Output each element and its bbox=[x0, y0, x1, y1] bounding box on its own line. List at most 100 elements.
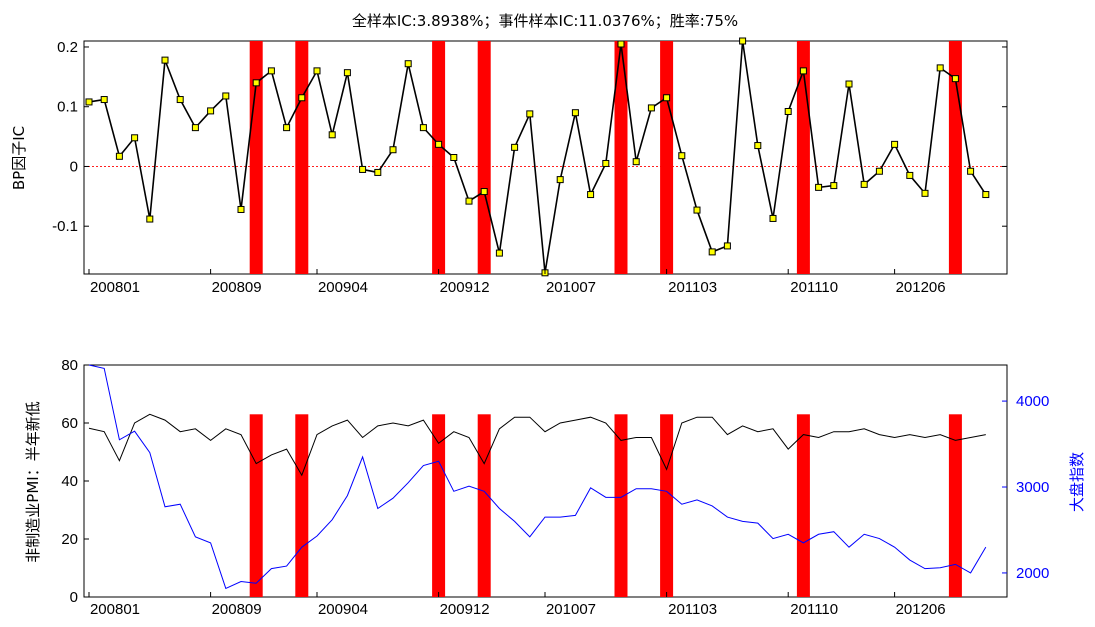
event-bar bbox=[249, 41, 263, 274]
ic-point bbox=[495, 249, 503, 257]
x-tick-label: 200809 bbox=[212, 279, 262, 296]
y-tick-label: -0.1 bbox=[52, 218, 78, 235]
ic-point bbox=[678, 152, 686, 160]
ic-point bbox=[754, 142, 762, 150]
event-bar bbox=[477, 41, 491, 274]
ic-point bbox=[252, 79, 260, 87]
ic-point bbox=[359, 165, 367, 173]
ic-point bbox=[526, 110, 534, 118]
x-tick-label: 201206 bbox=[896, 601, 946, 618]
ic-point bbox=[967, 167, 975, 175]
ic-point bbox=[815, 183, 823, 191]
ic-point bbox=[511, 143, 519, 151]
bottom-left-axis-label: 非制造业PMI：半年新低 bbox=[24, 401, 42, 562]
top-panel: 全样本IC:3.8938%；事件样本IC:11.0376%；胜率:75% 0.2… bbox=[10, 12, 1008, 296]
x-tick-label: 201110 bbox=[790, 601, 838, 618]
x-tick-label: 200912 bbox=[440, 279, 490, 296]
bottom-event-bars bbox=[249, 414, 962, 597]
ic-point bbox=[982, 191, 990, 199]
ic-point bbox=[465, 197, 473, 205]
y-tick-label: 40 bbox=[61, 473, 78, 490]
event-bar bbox=[295, 414, 309, 597]
event-bar bbox=[432, 41, 446, 274]
x-tick-label: 200801 bbox=[90, 279, 140, 296]
ic-point bbox=[267, 67, 275, 75]
ic-point bbox=[435, 140, 443, 148]
ic-point bbox=[602, 159, 610, 167]
ic-point bbox=[921, 189, 929, 197]
ic-point bbox=[85, 98, 93, 106]
ic-point bbox=[769, 214, 777, 222]
ic-point bbox=[739, 37, 747, 45]
event-bar bbox=[295, 41, 309, 274]
ic-point bbox=[298, 94, 306, 102]
x-tick-label: 200801 bbox=[90, 601, 140, 618]
y-tick-label: 0 bbox=[70, 158, 78, 175]
top-y-axis-label: BP因子IC bbox=[10, 126, 28, 190]
ic-point bbox=[389, 146, 397, 154]
event-bar bbox=[249, 414, 263, 597]
x-tick-label: 201007 bbox=[546, 601, 596, 618]
ic-point bbox=[693, 206, 701, 214]
top-x-axis: 200801 200809 200904 200912 201007 201103 2011… bbox=[88, 269, 946, 296]
ic-point bbox=[723, 242, 731, 250]
x-tick-label: 201110 bbox=[790, 279, 838, 296]
ic-point bbox=[115, 152, 123, 160]
y2-tick-label: 4000 bbox=[1016, 393, 1049, 410]
event-bar bbox=[796, 414, 810, 597]
ic-point bbox=[450, 154, 458, 161]
x-tick-label: 200912 bbox=[440, 601, 490, 618]
x-tick-label: 200904 bbox=[318, 279, 368, 296]
ic-point bbox=[313, 67, 321, 75]
ic-point bbox=[708, 248, 716, 256]
y-tick-label: 20 bbox=[61, 531, 78, 548]
ic-point bbox=[237, 205, 245, 213]
ic-point bbox=[875, 167, 883, 175]
bottom-y-axis-left: 0 20 40 60 80 bbox=[61, 357, 89, 606]
x-tick-label: 201103 bbox=[668, 279, 717, 296]
ic-point bbox=[222, 92, 230, 100]
ic-point bbox=[784, 107, 792, 115]
ic-point bbox=[100, 96, 108, 104]
event-bar bbox=[432, 414, 446, 597]
bottom-y-axis-right: 2000 3000 4000 bbox=[1002, 393, 1049, 582]
bottom-series bbox=[88, 364, 987, 590]
bottom-right-axis-label: 大盘指数 bbox=[1068, 452, 1086, 512]
y-tick-label: 60 bbox=[61, 415, 78, 432]
ic-point bbox=[328, 131, 336, 139]
x-tick-label: 200809 bbox=[212, 601, 262, 618]
x-tick-label: 201103 bbox=[668, 601, 717, 618]
event-bar bbox=[614, 414, 628, 597]
ic-point bbox=[161, 56, 169, 64]
event-bar bbox=[660, 414, 674, 597]
ic-point bbox=[860, 180, 868, 188]
y-tick-label: 0 bbox=[70, 589, 78, 606]
event-bar bbox=[477, 414, 491, 597]
top-plot-frame bbox=[83, 40, 1008, 275]
ic-point bbox=[404, 60, 412, 68]
ic-point bbox=[131, 134, 139, 142]
y-tick-label: 0.2 bbox=[57, 39, 78, 56]
ic-point bbox=[587, 191, 595, 199]
ic-line bbox=[88, 40, 987, 273]
index-line bbox=[88, 364, 987, 590]
event-bar bbox=[614, 41, 628, 274]
ic-point bbox=[374, 168, 382, 176]
y2-tick-label: 2000 bbox=[1016, 565, 1049, 582]
ic-point bbox=[571, 109, 579, 117]
ic-point bbox=[799, 67, 807, 75]
ic-point bbox=[480, 188, 488, 196]
ic-point bbox=[191, 124, 199, 132]
ic-point bbox=[845, 80, 853, 88]
pmi-line bbox=[88, 413, 986, 477]
y-tick-label: 80 bbox=[61, 357, 78, 374]
x-tick-label: 201206 bbox=[896, 279, 946, 296]
y-tick-label: 0.1 bbox=[57, 99, 78, 116]
bottom-panel: 0 20 40 60 80 2000 3000 4000 200801 200809 20090… bbox=[24, 357, 1086, 618]
chart-title: 全样本IC:3.8938%；事件样本IC:11.0376%；胜率:75% bbox=[352, 12, 738, 30]
x-tick-label: 201007 bbox=[546, 279, 596, 296]
ic-point bbox=[632, 158, 640, 166]
ic-point bbox=[891, 140, 899, 148]
ic-point bbox=[830, 182, 838, 190]
x-tick-label: 200904 bbox=[318, 601, 368, 618]
